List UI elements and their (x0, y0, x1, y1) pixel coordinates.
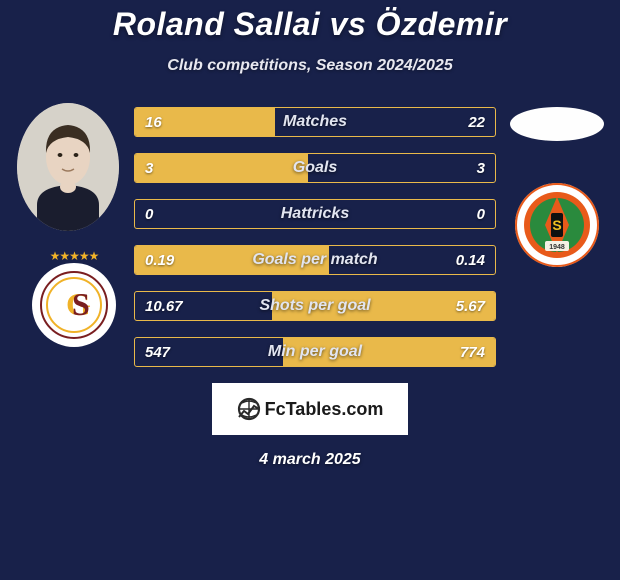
alanyaspor-crest-icon: S 1948 (515, 183, 599, 267)
club-right-badge: S 1948 (515, 183, 599, 267)
svg-text:S: S (72, 286, 90, 322)
page-subtitle: Club competitions, Season 2024/2025 (167, 57, 452, 75)
page-title: Roland Sallai vs Özdemir (113, 6, 507, 43)
svg-text:1948: 1948 (549, 244, 565, 251)
branding-text: FcTables.com (265, 399, 384, 420)
stats-column: 16 Matches 22 3 Goals 3 0 Hattricks 0 (128, 107, 502, 367)
player-right-photo-placeholder (510, 107, 604, 141)
stat-label: Min per goal (135, 343, 495, 361)
svg-text:S: S (552, 217, 561, 233)
player-left-column: ★★★★★ G S (8, 103, 128, 347)
stat-row-goals-per-match: 0.19 Goals per match 0.14 (134, 245, 496, 275)
stat-row-matches: 16 Matches 22 (134, 107, 496, 137)
stat-label: Goals per match (135, 251, 495, 269)
player-left-avatar-icon (17, 103, 119, 231)
stat-label: Shots per goal (135, 297, 495, 315)
stat-row-hattricks: 0 Hattricks 0 (134, 199, 496, 229)
stat-row-min-per-goal: 547 Min per goal 774 (134, 337, 496, 367)
stat-label: Hattricks (135, 205, 495, 223)
stat-row-goals: 3 Goals 3 (134, 153, 496, 183)
comparison-row: ★★★★★ G S 16 Matches 22 3 (0, 103, 620, 367)
club-left-badge: ★★★★★ G S (32, 263, 116, 347)
branding-box[interactable]: FcTables.com (212, 383, 408, 435)
club-left-stars-icon: ★★★★★ (32, 249, 116, 263)
fctables-logo-icon (237, 397, 261, 421)
player-left-photo (17, 103, 119, 231)
stat-label: Goals (135, 159, 495, 177)
date-label: 4 march 2025 (259, 451, 360, 469)
galatasaray-crest-icon: G S (40, 271, 108, 339)
player-right-column: S 1948 (502, 103, 612, 267)
stat-row-shots-per-goal: 10.67 Shots per goal 5.67 (134, 291, 496, 321)
stat-label: Matches (135, 113, 495, 131)
